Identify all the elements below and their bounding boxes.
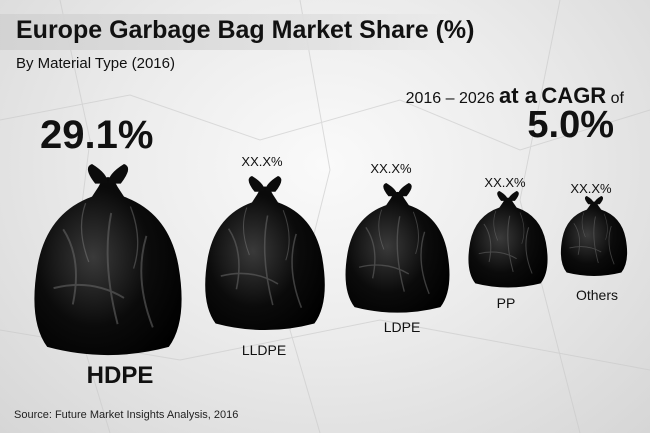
bag-hdpe bbox=[34, 164, 182, 356]
value-label-hdpe: 29.1% bbox=[40, 113, 154, 157]
cagr-period: 2016 – 2026 bbox=[405, 90, 495, 107]
source-note: Source: Future Market Insights Analysis,… bbox=[14, 409, 239, 421]
category-label-lldpe: LLDPE bbox=[241, 342, 287, 358]
title-band bbox=[0, 14, 470, 50]
cagr-phrase-of: of bbox=[610, 90, 624, 107]
value-label-pp: XX.X% bbox=[484, 175, 526, 190]
category-label-ldpe: LDPE bbox=[383, 319, 421, 335]
cagr-value: 5.0% bbox=[527, 104, 614, 146]
chart-subtitle: By Material Type (2016) bbox=[16, 55, 175, 72]
bag-pp bbox=[468, 191, 548, 288]
cagr-phrase-at: at a bbox=[499, 83, 537, 108]
cagr-phrase-cagr: CAGR bbox=[541, 83, 607, 108]
category-label-pp: PP bbox=[496, 295, 516, 311]
cagr-statement: 2016 – 2026 at a CAGR of bbox=[406, 83, 624, 109]
category-label-others: Others bbox=[575, 287, 619, 303]
bag-ldpe bbox=[345, 183, 450, 313]
chart-title: Europe Garbage Bag Market Share (%) bbox=[16, 16, 475, 44]
bag-lldpe bbox=[205, 176, 325, 331]
value-label-ldpe: XX.X% bbox=[370, 161, 412, 176]
value-label-lldpe: XX.X% bbox=[241, 154, 283, 169]
bag-others bbox=[560, 196, 628, 276]
category-label-hdpe: HDPE bbox=[86, 362, 154, 389]
value-label-others: XX.X% bbox=[570, 181, 612, 196]
